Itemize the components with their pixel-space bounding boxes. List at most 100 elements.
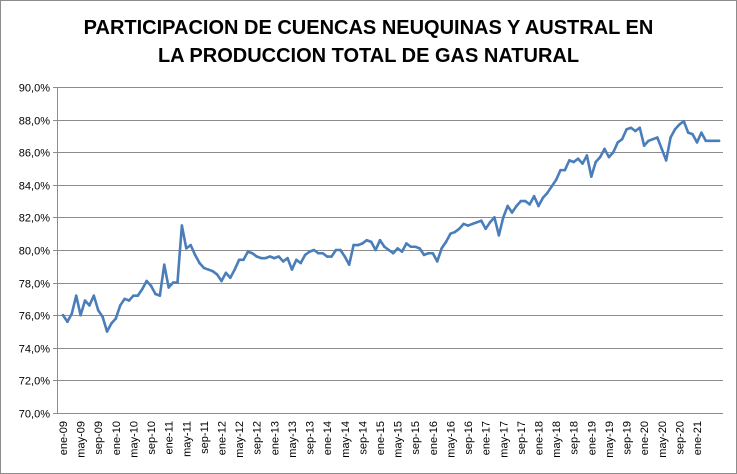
x-tick-label: sep-11 [199, 421, 211, 454]
x-tick-label: may-14 [340, 421, 352, 458]
data-point [317, 251, 320, 255]
data-point [273, 256, 276, 260]
data-point [308, 250, 311, 253]
data-point [616, 141, 620, 144]
x-tick-label: may-16 [445, 421, 457, 458]
data-point [704, 139, 708, 143]
data-point [66, 320, 69, 324]
data-point [325, 255, 329, 258]
data-point [396, 247, 399, 250]
data-point [427, 251, 430, 255]
data-point [664, 159, 668, 162]
data-point [339, 248, 342, 252]
data-point [590, 175, 593, 178]
data-point [343, 255, 347, 258]
data-point [378, 238, 382, 242]
x-tick-label: may-20 [657, 421, 669, 458]
data-point [537, 204, 540, 208]
data-point [391, 251, 395, 255]
data-point [568, 159, 571, 162]
data-point [409, 245, 413, 249]
data-point [374, 248, 377, 252]
data-point [149, 284, 153, 288]
data-point [154, 292, 157, 296]
x-tick-label: ene-19 [586, 421, 598, 455]
data-point [405, 242, 408, 245]
data-point [453, 230, 457, 234]
data-point [277, 255, 281, 258]
data-point [717, 139, 721, 143]
data-point [193, 253, 197, 257]
y-tick-label: 80,0% [19, 246, 50, 258]
data-point [299, 261, 303, 265]
data-point [471, 222, 474, 226]
data-point [488, 220, 492, 224]
data-point [334, 248, 338, 252]
data-point [114, 317, 118, 320]
data-point [572, 160, 576, 164]
data-point [669, 136, 672, 139]
x-tick-label: ene-12 [216, 421, 228, 455]
x-tick-label: may-18 [551, 421, 563, 458]
x-tick-label: sep-14 [357, 421, 369, 455]
y-tick-label: 82,0% [19, 213, 50, 225]
data-point [387, 248, 391, 252]
x-tick-label: ene-16 [428, 421, 440, 455]
x-tick-label: sep-15 [410, 421, 422, 455]
data-point [638, 126, 642, 130]
data-point [215, 273, 219, 276]
data-point [198, 261, 201, 265]
data-point [347, 263, 351, 266]
x-tick-label: sep-09 [93, 421, 105, 455]
data-point [466, 224, 470, 227]
data-point [352, 243, 355, 247]
data-point [162, 263, 166, 266]
x-tick-label: may-13 [287, 421, 299, 458]
gridlines [53, 87, 723, 414]
data-point [312, 248, 316, 252]
x-tick-label: sep-13 [305, 421, 317, 455]
data-point [132, 294, 135, 297]
data-point [501, 216, 505, 219]
data-point [559, 168, 562, 172]
chart-title-line-1: PARTICIPACION DE CUENCAS NEUQUINAS Y AUS… [83, 17, 654, 39]
x-tick-label: may-19 [604, 421, 616, 458]
data-point [202, 266, 206, 270]
data-point [686, 131, 690, 134]
chart-title-line-2: LA PRODUCCION TOTAL DE GAS NATURAL [157, 45, 580, 67]
x-tick-label: sep-10 [146, 421, 158, 455]
data-point [700, 131, 703, 134]
data-point [158, 294, 162, 297]
data-point [127, 299, 131, 302]
x-tick-label: sep-16 [463, 421, 475, 455]
data-point [647, 139, 650, 143]
x-tick-label: may-12 [234, 421, 246, 458]
data-point [365, 238, 369, 242]
data-point [251, 251, 254, 255]
y-tick-label: 76,0% [19, 311, 50, 323]
data-point [462, 222, 465, 226]
data-point [101, 315, 104, 319]
y-tick-label: 88,0% [19, 116, 50, 128]
data-point [682, 119, 686, 123]
data-point [255, 255, 259, 258]
data-point [541, 196, 545, 200]
data-point [607, 155, 611, 159]
x-tick-label: sep-17 [516, 421, 528, 455]
x-tick-label: ene-14 [322, 421, 334, 455]
data-point [444, 240, 448, 244]
data-point [110, 322, 113, 325]
data-point [330, 255, 333, 258]
x-tick-label: may-11 [181, 421, 193, 457]
data-point [554, 178, 558, 182]
x-tick-label: ene-10 [111, 421, 123, 455]
data-point [74, 294, 78, 297]
data-point [70, 312, 74, 315]
y-tick-label: 70,0% [19, 409, 50, 421]
data-point [171, 281, 175, 284]
data-point [211, 269, 214, 273]
data-point [612, 150, 615, 154]
x-tick-label: ene-09 [58, 421, 70, 455]
data-point [651, 137, 655, 141]
data-point [140, 287, 144, 291]
